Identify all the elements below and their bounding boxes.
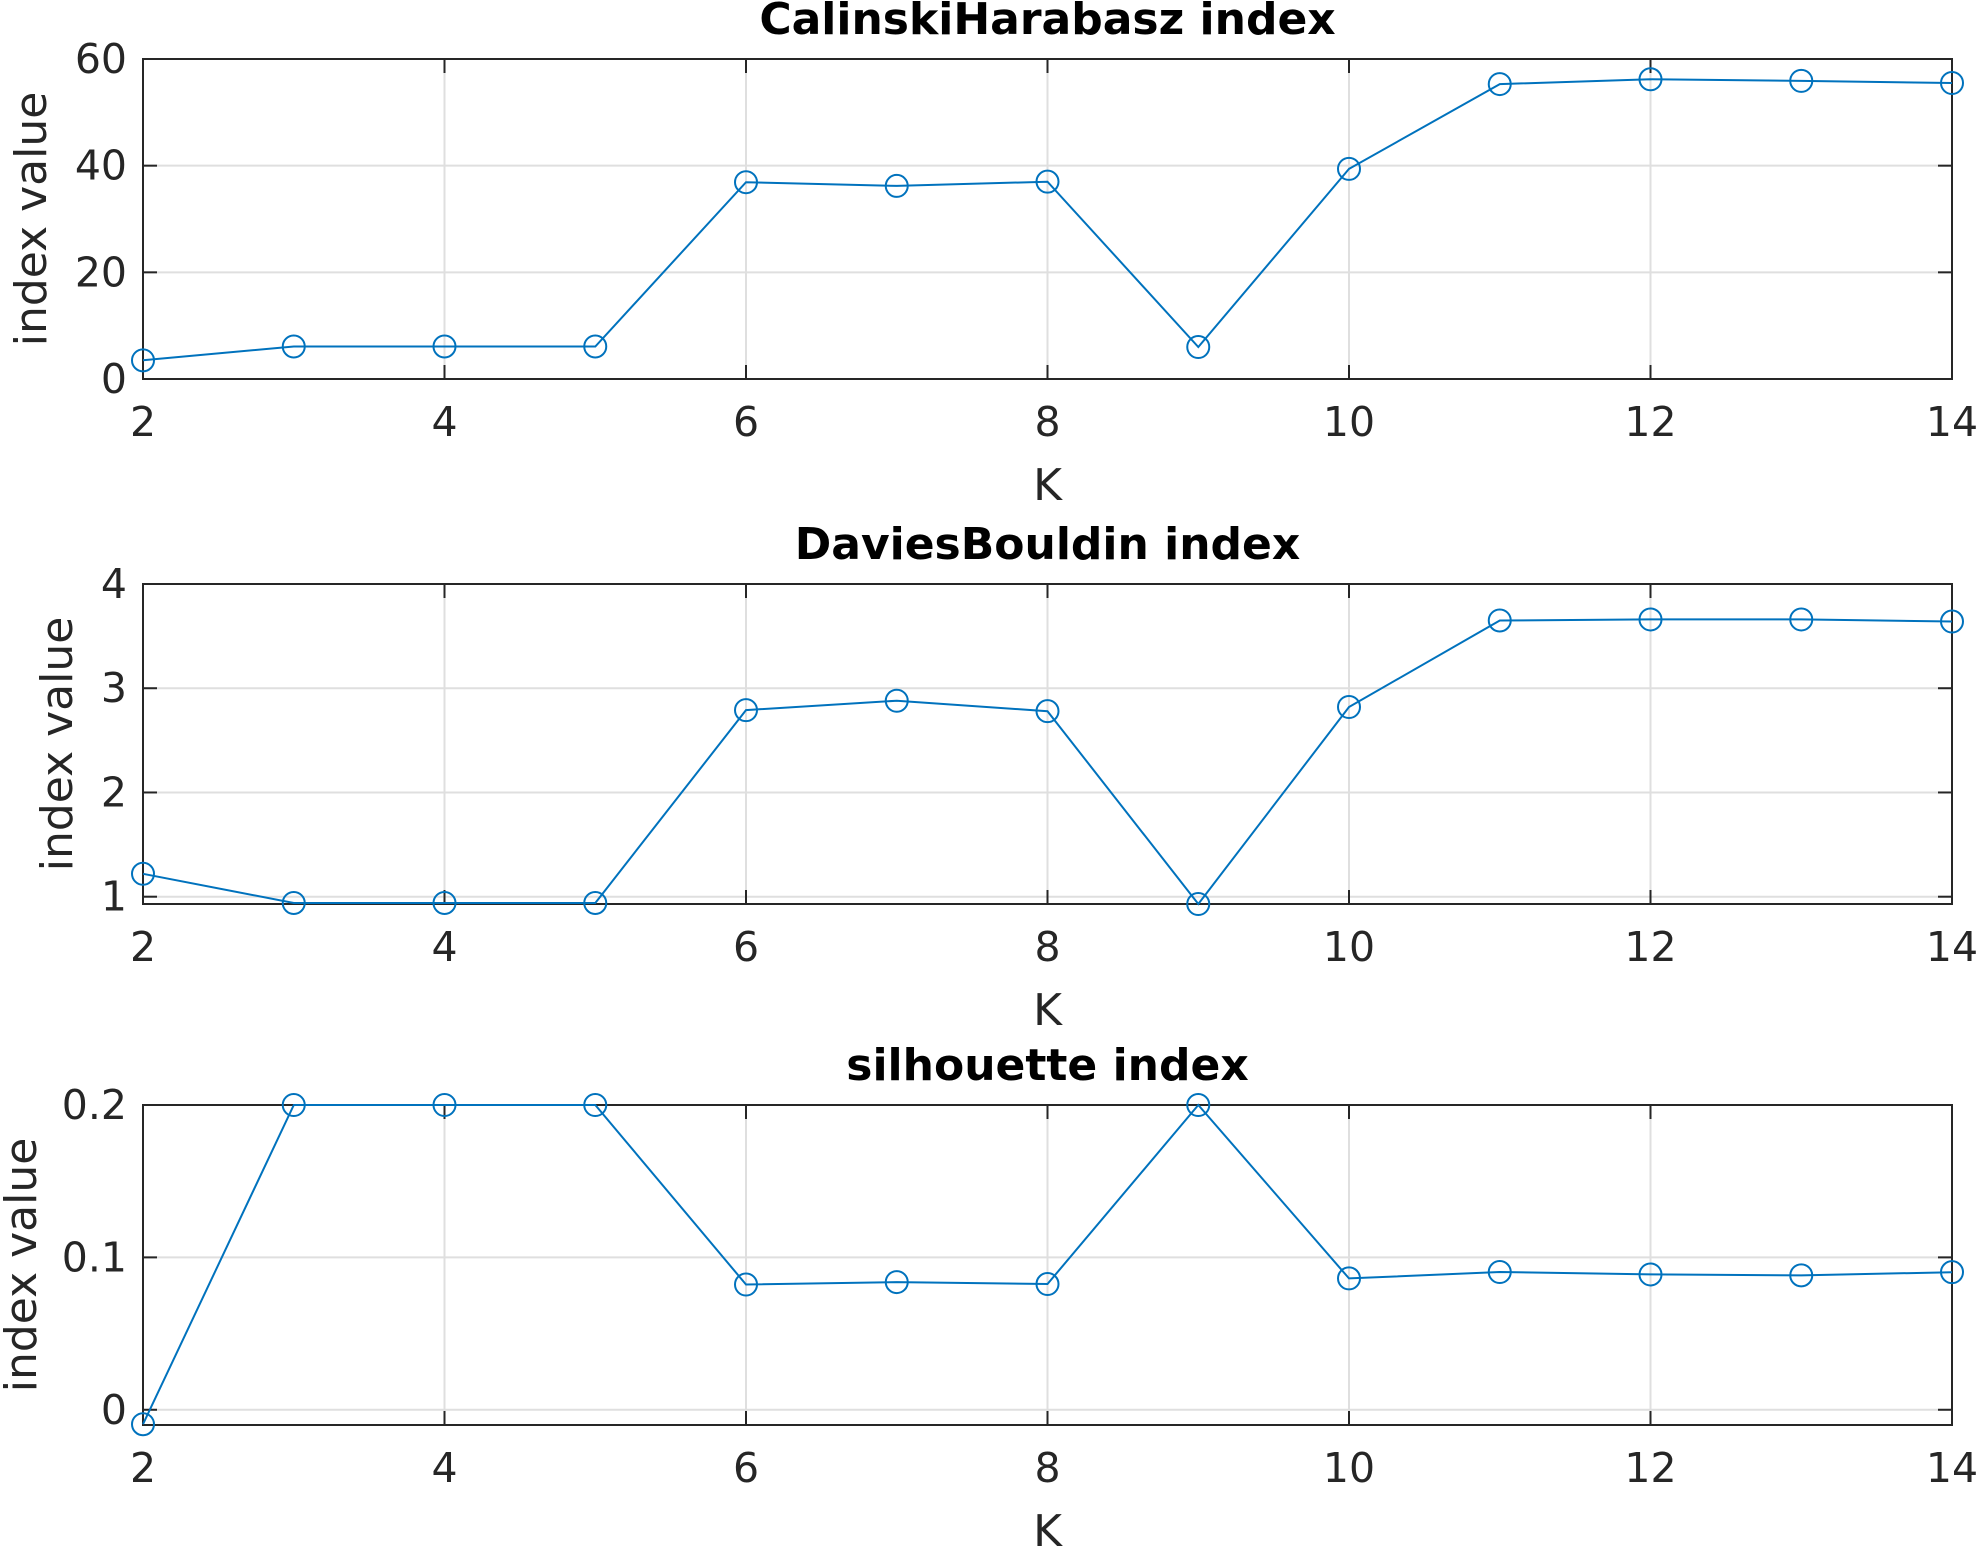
y-tick-label: 3 bbox=[101, 664, 127, 712]
y-tick-label: 0 bbox=[101, 355, 127, 403]
data-point-marker bbox=[281, 334, 306, 359]
data-point-marker bbox=[884, 1270, 909, 1295]
x-tick-label: 2 bbox=[130, 1444, 156, 1492]
x-tick-label: 2 bbox=[130, 923, 156, 971]
data-point-marker bbox=[281, 890, 306, 915]
x-tick-label: 14 bbox=[1926, 923, 1976, 971]
x-tick-label: 14 bbox=[1926, 398, 1976, 446]
panel-3: 2 4 6 8 10 12 14 0 0.1 0.2 silhouette index Kindex … bbox=[0, 1040, 1976, 1547]
data-point-marker bbox=[131, 348, 155, 373]
data-point-marker bbox=[1487, 1260, 1512, 1285]
x-tick-label: 4 bbox=[431, 923, 457, 971]
data-point-marker bbox=[583, 334, 608, 359]
data-point-marker bbox=[1638, 1262, 1663, 1287]
data-point-marker bbox=[1638, 67, 1663, 92]
data-point-marker bbox=[1940, 71, 1964, 95]
data-point-marker bbox=[1186, 1093, 1211, 1117]
data-point-marker bbox=[1638, 607, 1663, 632]
chart-title: silhouette index bbox=[846, 1040, 1248, 1091]
x-tick-label: 6 bbox=[733, 398, 759, 446]
x-tick-label: 12 bbox=[1624, 923, 1676, 971]
y-tick-label: 40 bbox=[75, 142, 127, 190]
series-line bbox=[142, 1103, 1953, 1425]
data-point-marker bbox=[1035, 1272, 1060, 1297]
panel-1: 2 4 6 8 10 12 14 0 20 40 60 CalinskiHarabasz index K… bbox=[6, 0, 1976, 511]
x-tick-label: 6 bbox=[733, 1444, 759, 1492]
series-line bbox=[142, 618, 1953, 906]
data-point-marker bbox=[432, 1093, 457, 1117]
data-point-marker bbox=[1487, 608, 1512, 633]
data-point-marker bbox=[1337, 1266, 1361, 1291]
data-point-marker bbox=[131, 1412, 155, 1437]
x-tick-label: 14 bbox=[1926, 1444, 1976, 1492]
data-point-marker bbox=[1035, 169, 1060, 194]
y-axis-label: index value bbox=[32, 617, 83, 872]
data-point-marker bbox=[1186, 335, 1211, 359]
data-point-marker bbox=[1789, 1263, 1814, 1288]
data-point-marker bbox=[1186, 892, 1211, 916]
data-point-marker bbox=[734, 1272, 758, 1297]
y-tick-label: 0 bbox=[101, 1386, 127, 1434]
x-tick-label: 4 bbox=[431, 398, 457, 446]
y-tick-label: 2 bbox=[101, 768, 127, 816]
data-point-marker bbox=[1337, 156, 1361, 181]
data-point-marker bbox=[1789, 68, 1814, 93]
data-point-marker bbox=[884, 688, 909, 713]
x-axis-label: K bbox=[1033, 985, 1063, 1036]
data-point-marker bbox=[432, 334, 457, 359]
data-point-marker bbox=[884, 173, 909, 198]
y-tick-label: 0.2 bbox=[62, 1081, 127, 1129]
data-point-marker bbox=[1789, 607, 1814, 632]
y-tick-label: 60 bbox=[75, 35, 127, 83]
x-tick-label: 10 bbox=[1323, 923, 1375, 971]
x-tick-label: 10 bbox=[1323, 1444, 1375, 1492]
data-point-marker bbox=[281, 1093, 306, 1117]
data-point-marker bbox=[1940, 609, 1964, 634]
data-point-marker bbox=[734, 170, 758, 195]
x-tick-label: 8 bbox=[1034, 1444, 1060, 1492]
x-axis-label: K bbox=[1033, 460, 1063, 511]
x-tick-label: 6 bbox=[733, 923, 759, 971]
data-point-marker bbox=[432, 890, 457, 915]
data-point-marker bbox=[734, 698, 758, 723]
x-axis-label: K bbox=[1033, 1506, 1063, 1547]
y-tick-label: 1 bbox=[101, 873, 127, 921]
x-tick-label: 2 bbox=[130, 398, 156, 446]
x-tick-label: 12 bbox=[1624, 398, 1676, 446]
data-point-marker bbox=[1035, 699, 1060, 724]
series-line bbox=[142, 78, 1953, 362]
y-tick-label: 4 bbox=[101, 560, 127, 608]
x-tick-label: 10 bbox=[1323, 398, 1375, 446]
y-axis-label: index value bbox=[0, 1138, 47, 1393]
x-tick-label: 12 bbox=[1624, 1444, 1676, 1492]
y-tick-label: 0.1 bbox=[62, 1233, 127, 1281]
chart-title: DaviesBouldin index bbox=[795, 519, 1301, 570]
data-point-marker bbox=[131, 861, 155, 886]
data-point-marker bbox=[1487, 72, 1512, 97]
data-point-marker bbox=[583, 1093, 608, 1117]
y-tick-label: 20 bbox=[75, 248, 127, 296]
x-tick-label: 8 bbox=[1034, 398, 1060, 446]
data-point-marker bbox=[1337, 694, 1361, 719]
data-point-marker bbox=[1940, 1260, 1964, 1285]
x-tick-label: 4 bbox=[431, 1444, 457, 1492]
y-axis-label: index value bbox=[6, 92, 57, 347]
data-point-marker bbox=[583, 890, 608, 915]
chart-title: CalinskiHarabasz index bbox=[759, 0, 1335, 45]
x-tick-label: 8 bbox=[1034, 923, 1060, 971]
